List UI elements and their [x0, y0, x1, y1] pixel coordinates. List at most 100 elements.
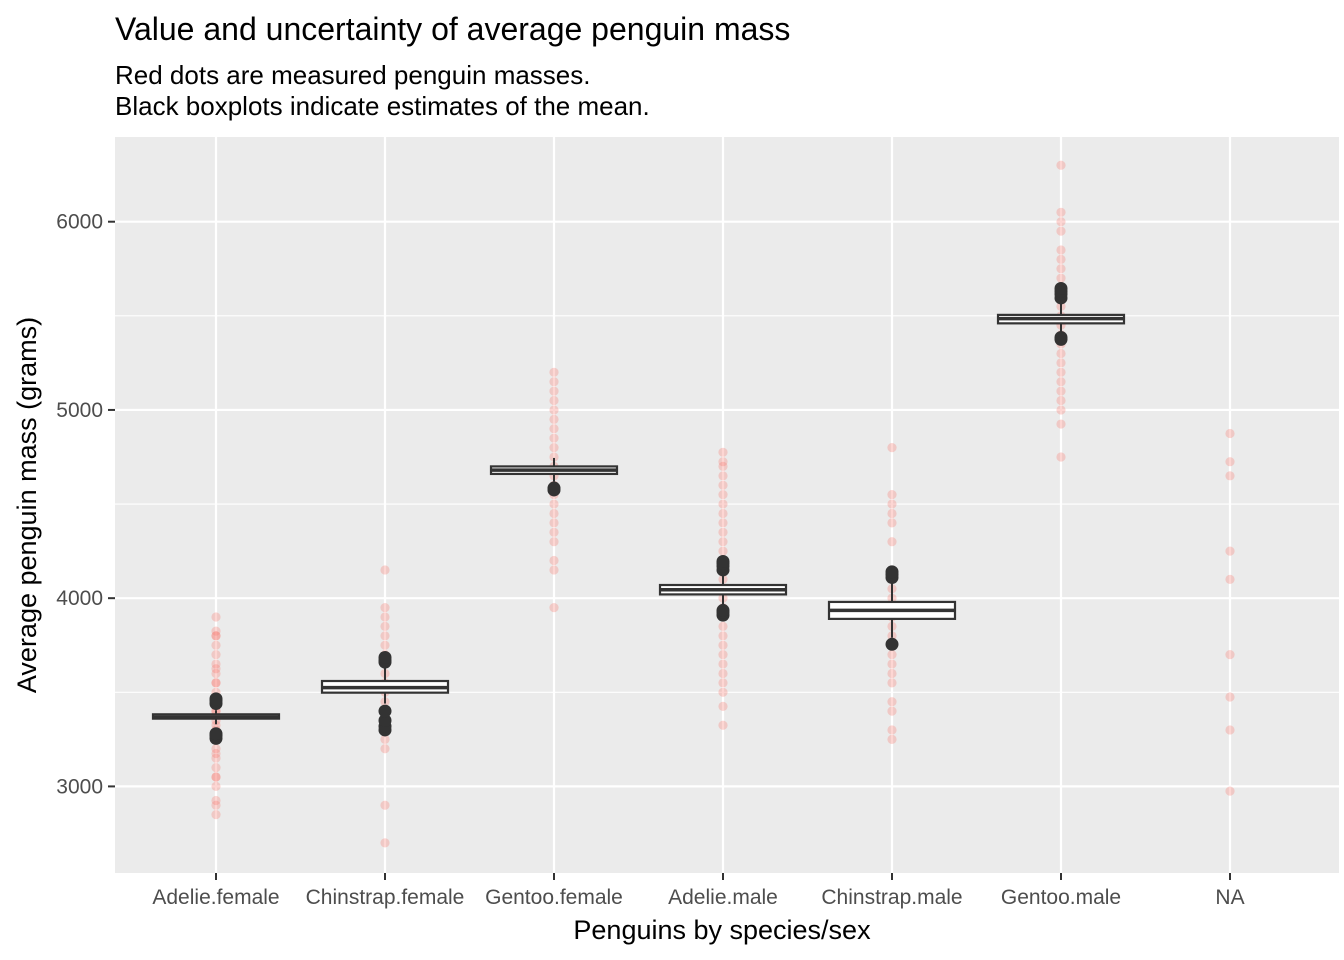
measured-point	[718, 480, 728, 490]
measured-point	[549, 508, 559, 519]
measured-point	[211, 772, 221, 782]
measured-point	[1056, 254, 1066, 264]
measured-point	[887, 490, 897, 500]
measured-point	[887, 650, 897, 660]
measured-point	[211, 650, 221, 660]
measured-point	[718, 447, 728, 457]
measured-point	[211, 744, 221, 754]
measured-point	[887, 678, 897, 688]
x-axis-title: Penguins by species/sex	[573, 915, 871, 945]
measured-point	[1225, 692, 1235, 702]
measured-point	[549, 537, 559, 547]
measured-point	[549, 555, 559, 566]
measured-point	[211, 659, 221, 669]
measured-point	[1225, 650, 1235, 660]
measured-point	[1056, 405, 1066, 415]
measured-point	[380, 612, 390, 622]
measured-point	[1056, 245, 1066, 255]
measured-point	[887, 734, 897, 744]
measured-point	[1056, 217, 1066, 227]
measured-point	[718, 640, 728, 650]
measured-point	[549, 414, 559, 424]
measured-point	[549, 433, 559, 443]
measured-point	[718, 508, 728, 519]
measured-point	[718, 527, 728, 537]
measured-point	[211, 772, 221, 782]
measured-point	[1225, 725, 1235, 735]
measured-point	[718, 471, 728, 481]
measured-point	[718, 668, 728, 679]
measured-point	[211, 626, 221, 636]
measured-point	[887, 706, 897, 716]
axes: 3000 4000 5000 6000 Adelie.female Chinstrap.f…	[56, 211, 1244, 909]
mean-boxplots	[151, 282, 1126, 745]
y-tick-label: 6000	[56, 211, 103, 234]
measured-point	[1056, 358, 1066, 368]
measured-point	[211, 664, 221, 674]
measured-point	[1225, 471, 1235, 481]
boxplot-outlier	[378, 650, 392, 664]
x-tick-label: Chinstrap.male	[821, 886, 962, 909]
measured-point	[718, 631, 728, 641]
measured-point	[1056, 226, 1066, 236]
measured-point	[887, 499, 897, 509]
boxplot-outlier	[1054, 330, 1068, 344]
x-tick-label: Gentoo.male	[1001, 886, 1121, 909]
measured-point	[887, 725, 897, 735]
y-tick-label: 5000	[56, 399, 103, 422]
measured-point	[211, 631, 221, 641]
measured-point	[1225, 786, 1235, 796]
boxplot-outlier	[209, 727, 223, 741]
measured-point	[718, 457, 728, 467]
measured-point	[718, 720, 728, 730]
measured-point	[549, 527, 559, 537]
measured-point	[380, 621, 390, 632]
x-tick-label: Adelie.male	[668, 886, 778, 909]
boxplot-outlier	[547, 481, 561, 495]
measured-point	[211, 640, 221, 650]
boxplot-outlier	[716, 554, 730, 568]
measured-point	[887, 442, 897, 453]
measured-point	[718, 461, 728, 472]
measured-point	[380, 800, 390, 810]
measured-point	[380, 631, 390, 641]
measured-point	[1225, 546, 1235, 556]
measured-point	[211, 781, 221, 792]
measured-point	[1056, 207, 1066, 217]
measured-point	[887, 697, 897, 707]
measured-point	[718, 621, 728, 632]
measured-point	[211, 748, 221, 759]
chart-subtitle-line-2: Black boxplots indicate estimates of the…	[115, 91, 650, 121]
measured-point	[1225, 574, 1235, 584]
measured-point	[887, 659, 897, 669]
boxplot-outlier	[885, 565, 899, 579]
x-tick-label: Adelie.female	[152, 886, 279, 909]
measured-point	[1056, 377, 1066, 387]
measured-point	[718, 518, 728, 528]
measured-point	[211, 810, 221, 820]
x-tick-label: Gentoo.female	[485, 886, 623, 909]
chart-subtitle-line-1: Red dots are measured penguin masses.	[115, 60, 591, 90]
boxplot-outlier	[209, 692, 223, 706]
grid-lines	[115, 137, 1339, 873]
boxplot-outlier	[1054, 282, 1068, 296]
measured-point	[718, 650, 728, 660]
measured-point	[718, 499, 728, 509]
measured-point	[718, 687, 728, 697]
measured-point	[380, 838, 390, 848]
measured-point	[211, 800, 221, 810]
measured-point	[549, 367, 559, 377]
measured-point	[380, 744, 390, 754]
boxplot-outlier	[378, 714, 392, 728]
measured-point	[549, 602, 559, 613]
y-tick-label: 4000	[56, 587, 103, 610]
measured-point	[211, 762, 221, 773]
measured-point	[549, 499, 559, 509]
measured-point	[549, 377, 559, 387]
measured-point	[211, 678, 221, 688]
measured-point	[380, 640, 390, 650]
boxplot-outlier	[378, 704, 392, 718]
x-tick-label: NA	[1215, 886, 1244, 909]
measured-point	[1056, 264, 1066, 274]
